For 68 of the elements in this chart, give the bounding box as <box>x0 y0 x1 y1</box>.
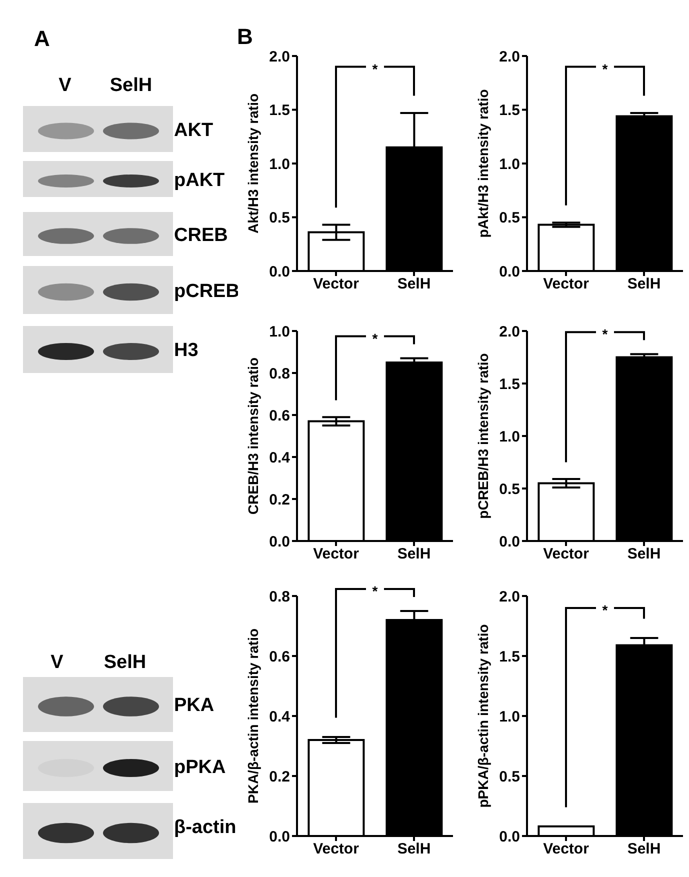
y-tick-label: 1.5 <box>499 102 520 120</box>
y-tick-label: 1.0 <box>499 156 520 173</box>
text: β-actin <box>174 817 236 838</box>
annotation: * <box>602 602 608 618</box>
text: A <box>34 26 50 51</box>
y-tick-label: 2.0 <box>499 588 520 606</box>
y-tick-label: 2.0 <box>499 48 520 66</box>
x-tick-label: Vector <box>543 840 590 858</box>
y-axis-title: pAkt/H3 intensity ratio <box>474 89 491 238</box>
text: PKA <box>174 695 214 716</box>
y-axis-title: CREB/H3 intensity ratio <box>244 357 261 515</box>
y-tick-label: 2.0 <box>499 323 520 340</box>
y-tick-label: 0.8 <box>269 588 290 606</box>
y-tick-label: 1.5 <box>269 102 290 120</box>
y-axis-title: Akt/H3 intensity ratio <box>244 93 261 234</box>
x-tick-label: SelH <box>397 840 431 858</box>
y-tick-label: 0.6 <box>269 407 290 424</box>
y-tick-label: 1.0 <box>269 156 290 173</box>
y-axis-title: pCREB/H3 intensity ratio <box>474 353 491 519</box>
y-tick-label: 0.4 <box>269 449 291 466</box>
y-tick-label: 0.2 <box>269 768 290 786</box>
x-tick-label: SelH <box>397 276 431 293</box>
y-tick-label: 1.5 <box>499 648 520 666</box>
y-tick-label: 0.0 <box>269 263 290 280</box>
x-tick-label: SelH <box>627 546 661 563</box>
x-tick-label: Vector <box>543 276 590 293</box>
x-tick-label: SelH <box>627 276 661 293</box>
y-tick-label: 0.0 <box>499 828 520 846</box>
text: H3 <box>174 340 198 361</box>
text: CREB <box>174 225 228 246</box>
x-tick-label: SelH <box>397 546 431 563</box>
y-tick-label: 1.0 <box>499 428 520 446</box>
y-tick-label: 1.0 <box>269 323 290 340</box>
x-tick-label: Vector <box>313 546 360 563</box>
y-tick-label: 0.0 <box>499 263 520 280</box>
annotation: * <box>602 326 608 342</box>
x-tick-label: Vector <box>313 840 360 858</box>
x-tick-label: SelH <box>627 840 661 858</box>
y-tick-label: 0.5 <box>499 210 520 227</box>
annotation: * <box>372 583 378 599</box>
y-tick-label: 0.5 <box>499 768 520 786</box>
y-tick-label: 0.0 <box>269 828 290 846</box>
y-tick-label: 0.6 <box>269 648 290 666</box>
text: SelH <box>104 652 146 673</box>
annotation: * <box>372 60 378 77</box>
text: SelH <box>110 75 152 96</box>
annotation: * <box>372 330 378 346</box>
y-tick-label: 0.5 <box>499 480 520 498</box>
y-axis-title: PKA/β-actin intensity ratio <box>244 628 261 804</box>
y-tick-label: 0.0 <box>269 533 290 550</box>
text: V <box>58 75 72 96</box>
x-tick-label: Vector <box>313 276 360 293</box>
y-tick-label: 0.5 <box>269 210 290 227</box>
y-tick-label: 1.5 <box>499 376 520 393</box>
x-tick-label: Vector <box>543 546 590 563</box>
y-tick-label: 0.0 <box>499 533 520 550</box>
y-tick-label: 0.2 <box>269 491 290 508</box>
text: pAKT <box>174 170 226 191</box>
y-tick-label: 0.8 <box>269 365 290 382</box>
text: AKT <box>174 120 214 141</box>
annotation: * <box>602 60 608 77</box>
y-tick-label: 0.4 <box>269 708 291 726</box>
y-tick-label: 1.0 <box>499 708 520 726</box>
text: pPKA <box>174 757 226 778</box>
y-tick-label: 2.0 <box>269 48 290 66</box>
chart-title: B <box>237 24 253 49</box>
text: V <box>50 652 64 673</box>
y-axis-title: pPKA/β-actin intensity ratio <box>474 624 491 808</box>
